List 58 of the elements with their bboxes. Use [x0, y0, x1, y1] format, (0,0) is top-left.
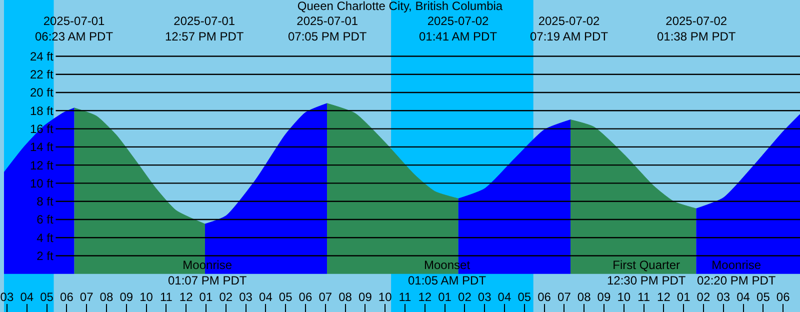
x-tick-label: 03 — [478, 290, 492, 304]
x-tick-label: 03 — [716, 290, 730, 304]
x-tick-label: 02 — [458, 290, 472, 304]
x-tick-label: 04 — [736, 290, 750, 304]
x-tick-label: 05 — [278, 290, 293, 304]
x-tick-label: 09 — [120, 290, 134, 304]
chart-title: Queen Charlotte City, British Columbia — [297, 0, 503, 13]
x-tick-label: 05 — [518, 290, 532, 304]
x-tick-label: 08 — [577, 290, 592, 304]
y-tick-label: 6 ft — [36, 212, 54, 227]
x-tick-label: 01 — [438, 290, 452, 304]
x-tick-label: 08 — [338, 290, 352, 304]
x-tick-label: 07 — [80, 290, 94, 304]
x-tick-label: 07 — [558, 290, 572, 304]
y-tick-label: 12 ft — [30, 158, 54, 172]
x-tick-label: 03 — [239, 290, 253, 304]
y-tick-label: 22 ft — [30, 68, 54, 82]
x-tick-label: 11 — [638, 290, 650, 304]
x-tick-label: 05 — [40, 290, 54, 304]
x-tick-label: 05 — [756, 290, 770, 304]
x-tick-label: 06 — [60, 290, 74, 304]
y-tick-label: 4 ft — [36, 230, 54, 245]
x-tick-label: 02 — [696, 290, 710, 304]
annotation: 2025-07-01 12:57 PM PDT — [165, 14, 244, 44]
y-tick-label: 2 ft — [36, 248, 54, 263]
x-tick-label: 03 — [0, 290, 14, 304]
x-tick-label: 12 — [418, 290, 432, 304]
annotation: Moonrise 02:20 PM PDT — [697, 258, 776, 288]
x-tick-label: 01 — [199, 290, 213, 304]
y-tick-label: 14 ft — [30, 140, 54, 154]
annotation: 2025-07-02 01:41 AM PDT — [419, 14, 498, 44]
x-tick-label: 02 — [219, 290, 233, 304]
x-tick-label: 12 — [179, 290, 194, 304]
x-tick-label: 07 — [318, 290, 332, 304]
x-tick-label: 10 — [140, 290, 154, 304]
x-tick-label: 04 — [498, 290, 512, 304]
annotation: First Quarter 12:30 PM PDT — [607, 258, 686, 288]
y-tick-label: 10 ft — [30, 176, 54, 190]
y-tick-label: 20 ft — [30, 86, 54, 100]
x-tick-label: 01 — [676, 290, 691, 304]
x-tick-label: 11 — [160, 290, 173, 304]
x-tick-label: 09 — [597, 290, 611, 304]
annotation: 2025-07-01 07:05 PM PDT — [288, 14, 368, 44]
x-tick-label: 06 — [538, 290, 552, 304]
y-tick-label: 24 ft — [30, 49, 54, 64]
y-tick-label: 18 ft — [30, 104, 54, 118]
x-tick-label: 06 — [298, 290, 312, 304]
x-tick-label: 09 — [358, 290, 372, 304]
x-tick-label: 06 — [776, 290, 790, 304]
x-tick-label: 11 — [398, 290, 412, 304]
x-tick-label: 12 — [657, 290, 671, 304]
annotation: 2025-07-02 01:38 PM PDT — [657, 14, 736, 44]
x-tick-label: 04 — [259, 290, 273, 304]
x-tick-label: 08 — [100, 290, 114, 304]
x-tick-label: 10 — [617, 290, 631, 304]
x-tick-label: 10 — [378, 290, 392, 304]
y-tick-label: 8 ft — [36, 194, 54, 209]
x-tick-label: 04 — [20, 290, 34, 304]
